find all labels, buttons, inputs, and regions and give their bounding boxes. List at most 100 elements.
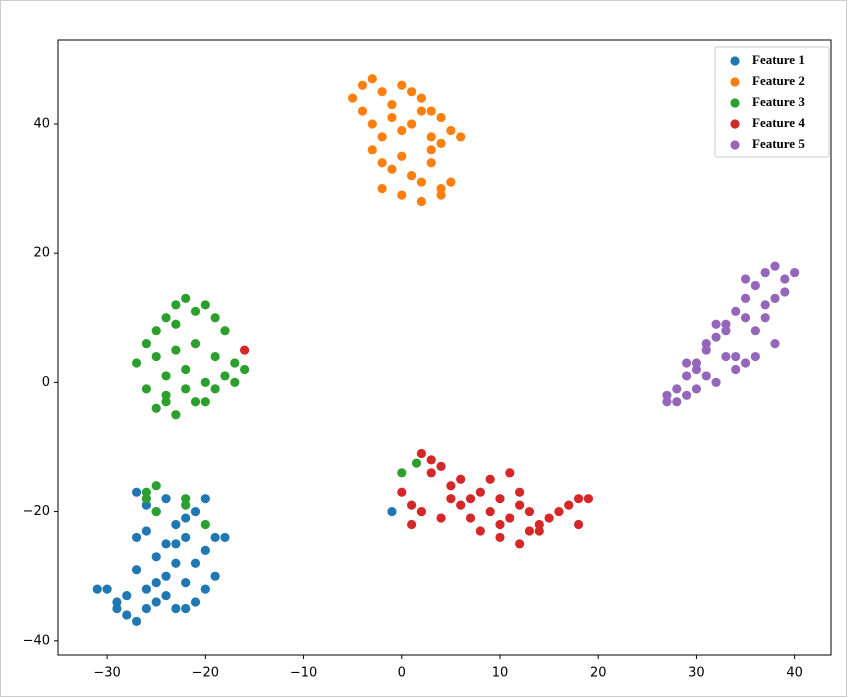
point: [141, 384, 151, 394]
point: [740, 293, 751, 304]
point: [397, 190, 407, 200]
point: [672, 397, 682, 407]
point: [721, 319, 731, 329]
plot-frame: [57, 39, 832, 656]
x-tick-label: 0: [398, 666, 406, 681]
point: [367, 119, 377, 129]
point: [711, 319, 721, 329]
point: [141, 494, 151, 504]
point: [220, 371, 230, 381]
point: [515, 487, 525, 497]
point: [357, 106, 368, 116]
point: [682, 358, 692, 368]
point: [436, 190, 446, 200]
point: [465, 494, 476, 504]
legend-marker: [730, 56, 740, 66]
x-tick-label: 10: [492, 666, 509, 681]
point: [387, 506, 397, 517]
point: [181, 384, 191, 394]
point: [691, 358, 702, 368]
point: [701, 339, 711, 349]
point: [190, 339, 201, 349]
point: [721, 326, 731, 336]
point: [731, 306, 741, 316]
point: [436, 138, 446, 148]
y-tick-label: 0: [42, 375, 50, 390]
point: [151, 552, 161, 562]
point: [181, 293, 191, 304]
point: [573, 494, 584, 504]
point: [515, 539, 525, 549]
y-tick-label: 20: [33, 246, 50, 261]
point: [750, 280, 760, 291]
point: [691, 364, 702, 375]
point: [760, 313, 770, 323]
point: [426, 158, 436, 168]
point: [181, 494, 191, 504]
point: [190, 306, 201, 316]
point: [171, 603, 181, 614]
point: [436, 112, 446, 123]
point: [711, 377, 721, 387]
point: [691, 384, 702, 394]
point: [240, 345, 250, 355]
point: [721, 351, 731, 362]
point: [161, 397, 171, 407]
point: [131, 358, 142, 368]
point: [760, 267, 770, 278]
point: [397, 468, 407, 478]
point: [171, 345, 181, 355]
point: [406, 500, 417, 510]
point: [731, 364, 741, 375]
point: [348, 93, 358, 103]
point: [760, 300, 770, 310]
point: [181, 603, 191, 614]
point: [220, 532, 230, 543]
point: [416, 448, 427, 459]
point: [662, 397, 672, 407]
point: [367, 74, 377, 84]
point: [387, 100, 397, 110]
point: [583, 494, 593, 504]
point: [790, 267, 800, 278]
point: [426, 132, 436, 142]
point: [456, 132, 466, 142]
point: [210, 384, 220, 394]
point: [190, 397, 201, 407]
point: [131, 616, 142, 627]
point: [740, 274, 751, 284]
legend-marker: [730, 119, 740, 129]
point: [740, 313, 751, 323]
point: [131, 565, 142, 575]
point: [181, 578, 191, 588]
point: [780, 274, 790, 284]
point: [573, 519, 584, 530]
point: [750, 326, 760, 336]
point: [220, 326, 230, 336]
point: [456, 474, 466, 484]
point: [161, 571, 171, 581]
x-tick-label: 40: [786, 666, 803, 681]
point: [141, 500, 151, 510]
point: [524, 506, 535, 517]
y-tick-label: −40: [23, 633, 50, 648]
point: [436, 513, 446, 523]
point: [181, 364, 191, 375]
point: [161, 390, 171, 400]
point: [210, 571, 220, 581]
point: [672, 384, 682, 394]
point: [367, 145, 377, 155]
point: [171, 410, 181, 420]
point: [151, 597, 161, 607]
point: [485, 474, 495, 484]
point: [131, 487, 142, 497]
point: [682, 390, 692, 400]
point: [190, 558, 201, 568]
point: [161, 539, 171, 549]
point: [711, 332, 721, 342]
legend-label: Feature 3: [752, 94, 805, 109]
point: [426, 106, 436, 116]
point: [151, 578, 161, 588]
point: [406, 519, 417, 530]
